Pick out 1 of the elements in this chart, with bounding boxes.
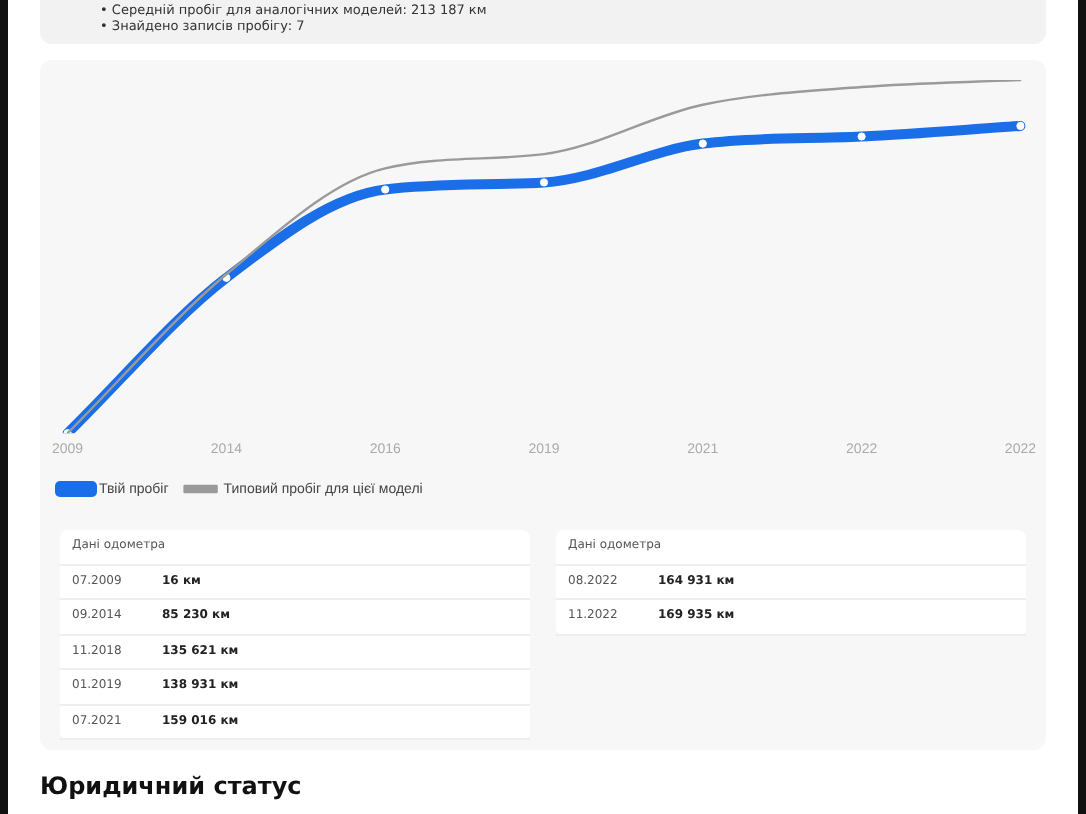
text: Юридичний статус — [40, 772, 302, 800]
